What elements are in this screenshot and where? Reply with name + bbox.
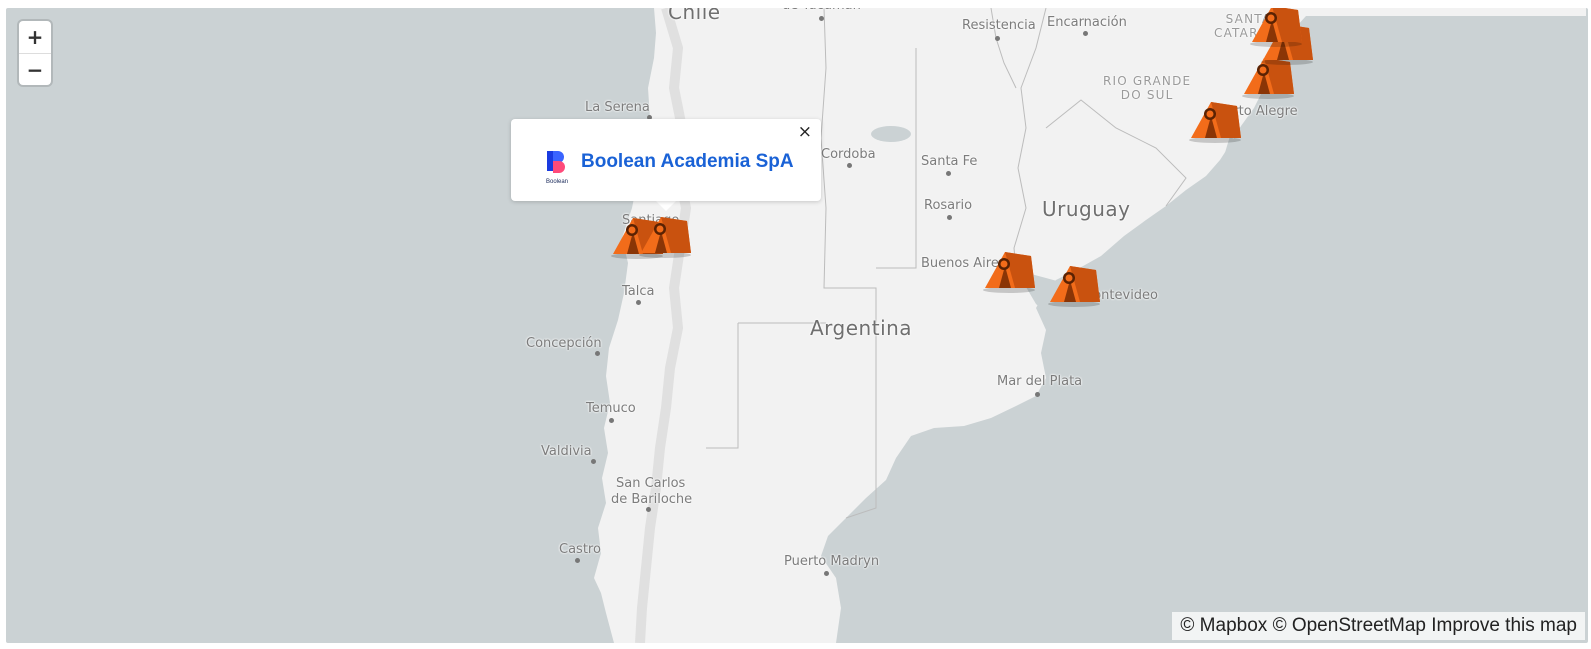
boolean-logo-caption: Boolean [546, 179, 568, 185]
city-label-la-serena: La Serena [585, 100, 650, 115]
zoom-control: + − [19, 21, 51, 85]
city-label-encarnacion: Encarnación [1047, 15, 1127, 30]
github-tent-icon[interactable] [1240, 54, 1296, 100]
city-label-talca: Talca [622, 284, 655, 299]
github-tent-icon[interactable] [981, 248, 1037, 294]
city-dot [609, 418, 614, 423]
city-label-puerto-madryn: Puerto Madryn [784, 554, 880, 569]
city-label-temuco: Temuco [586, 401, 636, 416]
city-label-cordoba: Cordoba [821, 147, 876, 162]
country-borders [706, 8, 1187, 519]
land-south-america [594, 8, 1586, 643]
city-label-rosario: Rosario [924, 198, 973, 213]
city-dot [1035, 392, 1040, 397]
city-label-santa-fe: Santa Fe [921, 154, 978, 169]
country-label-uruguay: Uruguay [1042, 197, 1131, 221]
city-label-resistencia: Resistencia [962, 18, 1036, 33]
popup-tip [656, 201, 676, 211]
github-tent-icon[interactable] [1248, 8, 1304, 48]
city-dot [946, 171, 951, 176]
boolean-logo: Boolean [545, 149, 569, 185]
city-label-san-carlos: San Carlos [616, 476, 686, 491]
city-dot [824, 571, 829, 576]
lake-mar-chiquita [871, 126, 911, 142]
city-dot [647, 115, 652, 120]
city-label-concepcion: Concepción [526, 336, 602, 351]
city-dot [1083, 31, 1088, 36]
city-label-valdivia: Valdivia [541, 444, 592, 459]
github-tent-icon[interactable] [1187, 98, 1243, 144]
city-label-mar-del-plata: Mar del Plata [997, 374, 1083, 389]
osm-attribution-link[interactable]: © OpenStreetMap [1272, 615, 1426, 636]
city-label-montevideo: Montevideo [1082, 288, 1159, 303]
city-label-de-bariloche: de Bariloche [611, 492, 693, 507]
lagoa-dos-patos [1220, 136, 1242, 186]
city-dot [995, 36, 1000, 41]
improve-map-link[interactable]: Improve this map [1431, 615, 1577, 636]
basemap [594, 8, 1586, 643]
zoom-out-button[interactable]: − [19, 53, 51, 85]
country-label-argentina: Argentina [810, 316, 913, 340]
city-dot [847, 163, 852, 168]
city-dot [636, 300, 641, 305]
region-label-rio-grande-do-sul: RIO GRANDE DO SUL [1103, 74, 1192, 102]
city-label-castro: Castro [559, 542, 601, 557]
organization-popup: × Boolean Boolean Academia SpA [511, 119, 821, 201]
popup-close-button[interactable]: × [795, 122, 815, 142]
city-dot [819, 16, 824, 21]
github-tent-icon[interactable] [1046, 262, 1102, 308]
zoom-in-button[interactable]: + [19, 21, 51, 53]
map-attribution: © Mapbox © OpenStreetMap Improve this ma… [1172, 612, 1585, 640]
country-label-chile: Chile [668, 8, 721, 24]
city-label-buenos-aires: Buenos Aires [921, 256, 1006, 271]
map-canvas[interactable]: + − Chile Argentina Uruguay SANTA CATARI… [6, 8, 1588, 643]
city-dot [947, 215, 952, 220]
city-dot [575, 558, 580, 563]
city-dot [646, 507, 651, 512]
andes-ridge [635, 8, 692, 643]
mapbox-attribution-link[interactable]: © Mapbox [1180, 615, 1268, 636]
city-label-tucuman: de Tucumán [782, 8, 861, 13]
github-tent-icon[interactable] [637, 213, 693, 259]
city-dot [595, 351, 600, 356]
organization-name-link[interactable]: Boolean Academia SpA [581, 151, 794, 172]
city-dot [591, 459, 596, 464]
